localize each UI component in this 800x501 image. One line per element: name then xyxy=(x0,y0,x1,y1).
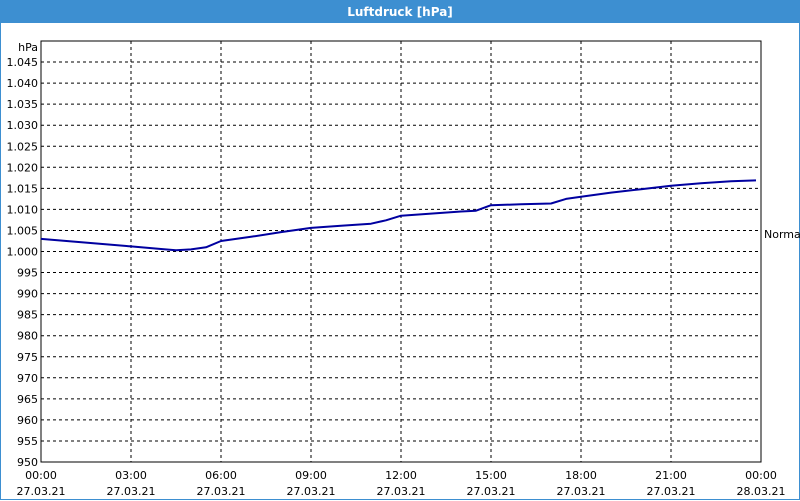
x-tick-date-label: 27.03.21 xyxy=(377,485,426,498)
y-tick-label: 955 xyxy=(17,435,38,448)
x-tick-time-label: 21:00 xyxy=(655,469,687,482)
y-tick-label: 1.000 xyxy=(7,246,39,259)
y-tick-label: 1.030 xyxy=(7,119,39,132)
y-tick-label: 1.025 xyxy=(7,140,39,153)
y-tick-label: 990 xyxy=(17,288,38,301)
y-tick-label: 960 xyxy=(17,414,38,427)
x-tick-time-label: 15:00 xyxy=(475,469,507,482)
x-tick-time-label: 09:00 xyxy=(295,469,327,482)
y-tick-label: 1.035 xyxy=(7,98,39,111)
x-tick-date-label: 27.03.21 xyxy=(557,485,606,498)
pressure-series-line xyxy=(40,179,757,252)
x-tick-time-label: 06:00 xyxy=(205,469,237,482)
x-tick-date-label: 27.03.21 xyxy=(287,485,336,498)
y-tick-label: 985 xyxy=(17,309,38,322)
y-tick-label: 965 xyxy=(17,393,38,406)
x-tick-time-label: 00:00 xyxy=(25,469,57,482)
x-axis: 00:00 27.03.21 03:00 27.03.21 06:00 27.03.21 0… xyxy=(17,469,786,498)
x-tick-date-label: 27.03.21 xyxy=(17,485,66,498)
y-tick-label: 1.040 xyxy=(7,77,39,90)
x-tick-date-label: 27.03.21 xyxy=(197,485,246,498)
x-tick-date-label: 28.03.21 xyxy=(737,485,786,498)
y-tick-label: 950 xyxy=(17,456,38,469)
x-tick-date-label: 27.03.21 xyxy=(107,485,156,498)
y-tick-label: 970 xyxy=(17,372,38,385)
plot-area-border xyxy=(40,40,762,463)
window-title: Luftdruck [hPa] xyxy=(1,1,799,23)
y-tick-label: 995 xyxy=(17,267,38,280)
y-tick-label: 1.045 xyxy=(7,56,39,69)
x-tick-time-label: 03:00 xyxy=(115,469,147,482)
y-tick-label: 975 xyxy=(17,351,38,364)
y-tick-label: 980 xyxy=(17,330,38,343)
x-tick-time-label: 12:00 xyxy=(385,469,417,482)
y-axis-unit-label: hPa xyxy=(18,41,38,54)
y-tick-label: 1.015 xyxy=(7,182,39,195)
x-tick-date-label: 27.03.21 xyxy=(467,485,516,498)
y-tick-label: 1.005 xyxy=(7,224,39,237)
x-tick-time-label: 00:00 xyxy=(745,469,777,482)
y-tick-label: 1.010 xyxy=(7,203,39,216)
y-axis: 1.045 1.040 1.035 1.030 1.025 1.020 1.015 1.010… xyxy=(7,56,39,469)
normal-reference-label: Normal xyxy=(764,228,800,241)
x-tick-time-label: 18:00 xyxy=(565,469,597,482)
grid-lines xyxy=(41,41,761,462)
x-tick-date-label: 27.03.21 xyxy=(647,485,696,498)
y-tick-label: 1.020 xyxy=(7,161,39,174)
